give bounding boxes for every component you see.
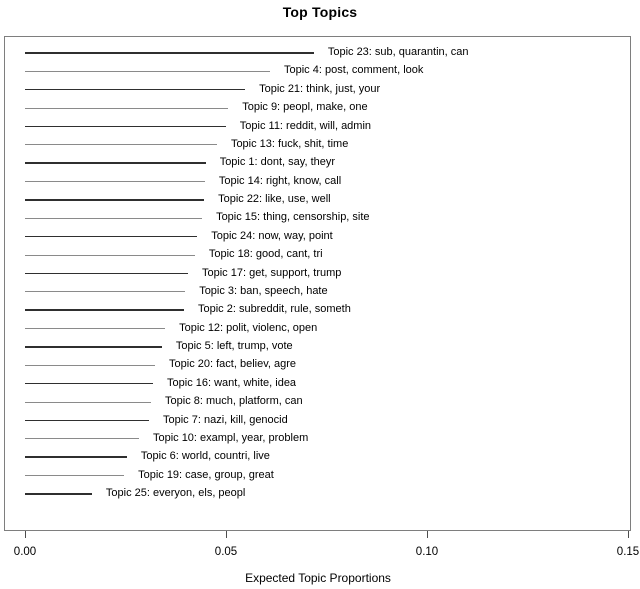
topic-proportion-line xyxy=(25,382,154,385)
topic-label: Topic 25: everyon, els, peopl xyxy=(105,487,246,499)
plot-area: Topic 23: sub, quarantin, can Topic 4: po… xyxy=(4,36,631,531)
topic-proportion-line xyxy=(25,162,206,164)
topic-proportion-line xyxy=(25,181,205,183)
x-axis-tick-label: 0.15 xyxy=(616,546,640,558)
topic-proportion-line xyxy=(25,70,270,72)
topic-label: Topic 21: think, just, your xyxy=(259,82,381,95)
topic-proportion-line xyxy=(25,346,162,348)
topic-label: Topic 9: peopl, make, one xyxy=(242,101,368,114)
topic-label: Topic 3: ban, speech, hate xyxy=(199,284,328,297)
topic-label: Topic 11: reddit, will, admin xyxy=(239,119,372,132)
topic-label: Topic 10: exampl, year, problem xyxy=(152,431,309,444)
topic-label: Topic 6: world, countri, live xyxy=(140,450,270,463)
x-axis-tick xyxy=(628,531,629,538)
topic-proportion-line xyxy=(25,52,314,54)
topic-label: Topic 17: get, support, trump xyxy=(202,266,342,279)
topic-label: Topic 15: thing, censorship, site xyxy=(216,211,370,224)
topic-label: Topic 1: dont, say, theyr xyxy=(219,156,336,169)
topic-label: Topic 23: sub, quarantin, can xyxy=(327,46,469,58)
topic-proportion-line xyxy=(25,493,92,495)
topic-proportion-line xyxy=(25,88,246,91)
x-axis-tick xyxy=(226,531,227,538)
topic-proportion-line xyxy=(25,217,203,219)
topic-label: Topic 14: right, know, call xyxy=(218,174,342,187)
topic-proportion-line xyxy=(25,401,152,403)
x-axis-tick-label: 0.10 xyxy=(415,546,439,558)
topic-proportion-line xyxy=(25,199,205,201)
topic-proportion-line xyxy=(25,364,156,366)
topic-proportion-line xyxy=(25,309,184,311)
topic-proportion-line xyxy=(25,456,127,458)
topic-label: Topic 7: nazi, kill, genocid xyxy=(163,413,288,426)
topic-proportion-line xyxy=(25,254,195,256)
topic-proportion-line xyxy=(25,235,198,238)
topic-proportion-line xyxy=(25,438,139,440)
x-axis-tick-label: 0.05 xyxy=(214,546,238,558)
topic-proportion-line xyxy=(25,272,188,274)
topic-label: Topic 12: polit, violenc, open xyxy=(179,321,318,334)
topic-label: Topic 24: now, way, point xyxy=(211,229,333,242)
topic-proportion-line xyxy=(25,328,166,330)
topic-proportion-line xyxy=(25,107,229,109)
topic-label: Topic 22: like, use, well xyxy=(218,193,331,205)
topic-label: Topic 4: post, comment, look xyxy=(284,64,424,77)
topic-proportion-line xyxy=(25,125,226,127)
topic-label: Topic 20: fact, believ, agre xyxy=(169,358,297,371)
x-axis-tick-label: 0.00 xyxy=(13,546,37,558)
x-axis-title: Expected Topic Proportions xyxy=(245,571,391,585)
x-axis-tick xyxy=(25,531,26,538)
x-axis-tick xyxy=(427,531,428,538)
topic-proportion-line xyxy=(25,475,125,477)
chart-title: Top Topics xyxy=(282,4,358,20)
topic-label: Topic 19: case, group, great xyxy=(138,468,274,481)
topic-label: Topic 16: want, white, idea xyxy=(167,376,297,389)
topic-label: Topic 13: fuck, shit, time xyxy=(230,137,349,150)
topic-proportion-line xyxy=(25,419,149,421)
topic-label: Topic 2: subreddit, rule, someth xyxy=(197,303,351,316)
topic-proportion-line xyxy=(25,291,186,293)
topic-label: Topic 8: much, platform, can xyxy=(165,395,303,408)
topic-label: Topic 5: left, trump, vote xyxy=(175,340,293,352)
topic-proportion-line xyxy=(25,144,217,146)
topic-label: Topic 18: good, cant, tri xyxy=(208,248,323,261)
